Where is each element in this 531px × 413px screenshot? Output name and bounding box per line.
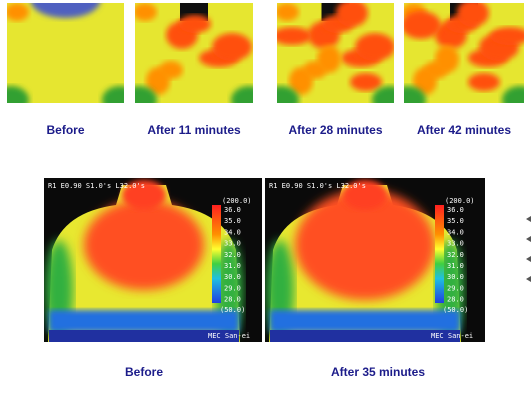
cool-waist [270, 310, 460, 332]
warm-area [435, 45, 459, 73]
scale-label: 28.0 [447, 296, 464, 304]
scale-label: 33.0 [447, 240, 464, 248]
side-arrows [526, 216, 531, 282]
caption: After 11 minutes [147, 123, 241, 137]
scale-label: 29.0 [224, 284, 241, 292]
scale-label: 35.0 [447, 217, 464, 225]
cool-area [102, 86, 124, 103]
scale-label: 35.0 [224, 217, 241, 225]
warm-area [179, 15, 211, 33]
scale-max: (200.0) [445, 197, 475, 205]
scale-label: 36.0 [224, 206, 241, 214]
warm-area [350, 73, 382, 91]
warm-area [135, 3, 157, 21]
scale-label: 29.0 [447, 284, 464, 292]
warm-area [468, 73, 500, 91]
thermal-image [404, 3, 524, 103]
scale-min: (50.0) [443, 306, 468, 314]
scale-label: 36.0 [447, 206, 464, 214]
color-scale [435, 205, 444, 303]
scale-label: 34.0 [224, 228, 241, 236]
caption: Before [125, 365, 163, 379]
color-scale [212, 205, 221, 303]
caption: After 28 minutes [288, 123, 382, 137]
cool-area [277, 86, 299, 103]
caption: After 42 minutes [417, 123, 511, 137]
scale-label: 28.0 [224, 296, 241, 304]
warm-area [355, 33, 394, 61]
image-footer: MEC San-ei [431, 332, 473, 340]
cool-area [502, 86, 524, 103]
warm-area [457, 3, 489, 27]
scale-min: (50.0) [220, 306, 245, 314]
warm-back [84, 200, 204, 290]
warm-back [295, 190, 435, 300]
warm-neck [122, 180, 166, 210]
thermal-image [7, 3, 124, 103]
warm-area [336, 3, 368, 27]
warm-area [490, 27, 524, 45]
scale-max: (200.0) [222, 197, 252, 205]
thermal-image [135, 3, 253, 103]
cool-area [135, 86, 157, 103]
scale-label: 31.0 [224, 262, 241, 270]
cool-waist [49, 310, 239, 332]
image-footer: MEC San-ei [208, 332, 250, 340]
cool-area [231, 86, 253, 103]
image-header: R1 E0.90 S1.0's L32.0's [48, 182, 145, 190]
scale-label: 30.0 [447, 273, 464, 281]
thermal-image [44, 178, 262, 342]
scale-label: 30.0 [224, 273, 241, 281]
cool-area [372, 86, 394, 103]
scale-label: 32.0 [224, 251, 241, 259]
warm-area [159, 61, 183, 79]
neck [30, 3, 101, 18]
warm-area [212, 33, 252, 61]
warm-area [404, 11, 441, 39]
waistband [270, 330, 460, 342]
background [7, 3, 124, 103]
warm-area [317, 45, 341, 73]
scale-label: 32.0 [447, 251, 464, 259]
thermal-image [265, 178, 485, 342]
thermal-image [277, 3, 394, 103]
cool-area [404, 86, 426, 103]
caption: Before [46, 123, 84, 137]
scale-label: 31.0 [447, 262, 464, 270]
warm-area [277, 3, 299, 21]
scale-label: 34.0 [447, 228, 464, 236]
image-header: R1 E0.90 S1.0's L32.0's [269, 182, 366, 190]
warm-area [277, 27, 312, 45]
warm-neck [343, 180, 387, 210]
scale-label: 33.0 [224, 240, 241, 248]
caption: After 35 minutes [331, 365, 425, 379]
waistband [49, 330, 239, 342]
warm-area [7, 3, 29, 21]
cool-area [7, 86, 29, 103]
